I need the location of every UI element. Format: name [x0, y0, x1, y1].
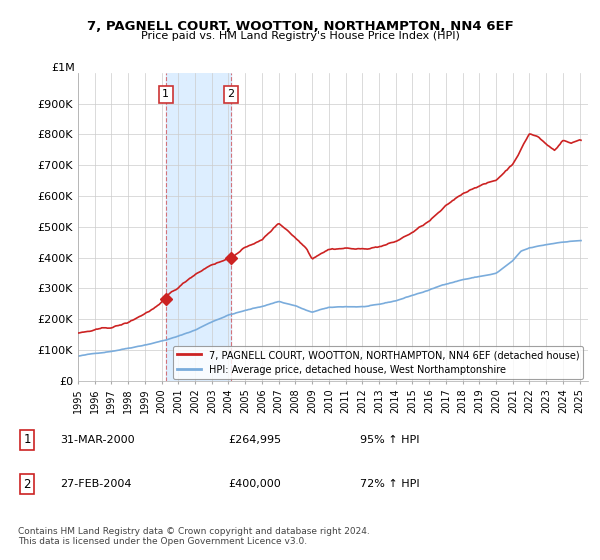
Text: 72% ↑ HPI: 72% ↑ HPI: [360, 479, 419, 489]
Text: 1: 1: [23, 433, 31, 446]
Text: £400,000: £400,000: [228, 479, 281, 489]
Text: 95% ↑ HPI: 95% ↑ HPI: [360, 435, 419, 445]
Text: 1: 1: [162, 90, 169, 99]
Text: 7, PAGNELL COURT, WOOTTON, NORTHAMPTON, NN4 6EF: 7, PAGNELL COURT, WOOTTON, NORTHAMPTON, …: [86, 20, 514, 32]
Text: 2: 2: [227, 90, 235, 99]
Text: £1M: £1M: [52, 63, 76, 73]
Text: Price paid vs. HM Land Registry's House Price Index (HPI): Price paid vs. HM Land Registry's House …: [140, 31, 460, 41]
Text: £264,995: £264,995: [228, 435, 281, 445]
Text: Contains HM Land Registry data © Crown copyright and database right 2024.
This d: Contains HM Land Registry data © Crown c…: [18, 526, 370, 546]
Text: 27-FEB-2004: 27-FEB-2004: [60, 479, 131, 489]
Text: 2: 2: [23, 478, 31, 491]
Bar: [166, 73, 231, 381]
Text: 31-MAR-2000: 31-MAR-2000: [60, 435, 134, 445]
Legend: 7, PAGNELL COURT, WOOTTON, NORTHAMPTON, NN4 6EF (detached house), HPI: Average p: 7, PAGNELL COURT, WOOTTON, NORTHAMPTON, …: [173, 347, 583, 379]
